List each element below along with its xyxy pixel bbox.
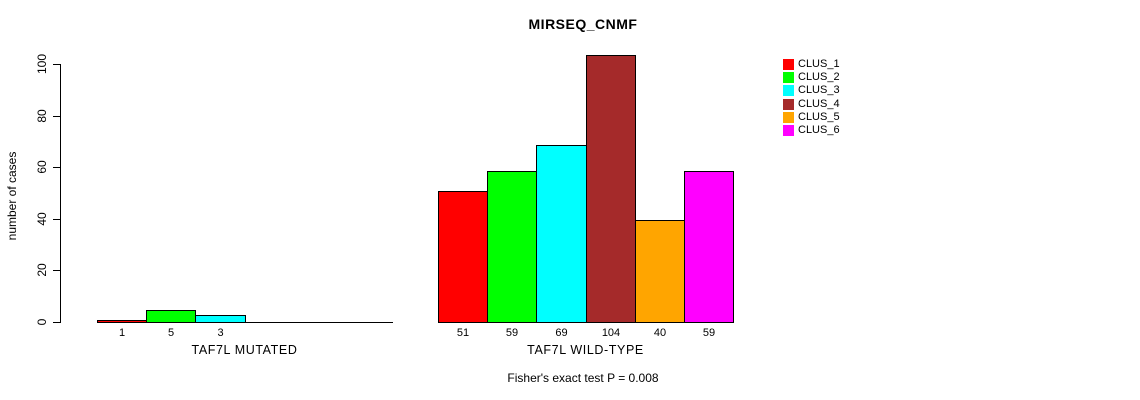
- bar-clus_1: [438, 191, 488, 323]
- legend-swatch-icon: [783, 111, 794, 123]
- y-tick: [53, 219, 60, 220]
- legend-label: CLUS_3: [798, 84, 840, 97]
- zero-bar-clus_5: [294, 322, 344, 323]
- bar-clus_3: [536, 145, 587, 323]
- legend-label: CLUS_1: [798, 58, 840, 71]
- legend-item-clus_2: CLUS_2: [783, 71, 840, 84]
- fisher-test-annotation: Fisher's exact test P = 0.008: [507, 371, 659, 385]
- bar-clus_2: [487, 171, 537, 323]
- legend-swatch-icon: [783, 85, 794, 97]
- legend: CLUS_1 CLUS_2 CLUS_3 CLUS_4 CLUS_5 CLUS_6: [783, 58, 840, 137]
- y-tick-label: 80: [35, 109, 49, 123]
- legend-item-clus_3: CLUS_3: [783, 84, 840, 97]
- legend-swatch-icon: [783, 59, 794, 71]
- legend-swatch-icon: [783, 72, 794, 84]
- group-label: TAF7L WILD-TYPE: [527, 343, 644, 357]
- bar-value-label: 51: [456, 327, 470, 339]
- y-tick-label: 0: [35, 318, 49, 326]
- y-tick: [53, 322, 60, 323]
- bar-clus_4: [586, 55, 636, 323]
- legend-item-clus_5: CLUS_5: [783, 111, 840, 124]
- y-tick: [53, 167, 60, 168]
- group-label: TAF7L MUTATED: [191, 343, 298, 357]
- bar-value-label: 104: [601, 327, 621, 339]
- bar-clus_5: [635, 220, 685, 323]
- bar-clus_3: [195, 315, 246, 323]
- legend-label: CLUS_5: [798, 110, 840, 123]
- zero-bar-clus_4: [245, 322, 295, 323]
- bar-value-label: 1: [118, 327, 126, 339]
- bar-value-label: 69: [555, 327, 568, 339]
- y-tick-label: 40: [35, 212, 49, 226]
- legend-swatch-icon: [783, 125, 794, 137]
- legend-item-clus_4: CLUS_4: [783, 98, 840, 111]
- y-tick-label: 20: [35, 263, 49, 277]
- legend-item-clus_1: CLUS_1: [783, 58, 840, 71]
- bar-value-label: 59: [505, 327, 519, 339]
- y-tick-label: 100: [35, 53, 49, 75]
- bar-value-label: 59: [702, 327, 716, 339]
- legend-swatch-icon: [783, 98, 794, 110]
- chart-title: MIRSEQ_CNMF: [528, 16, 638, 32]
- legend-label: CLUS_4: [798, 97, 840, 110]
- bar-clus_2: [146, 310, 196, 323]
- legend-label: CLUS_6: [798, 124, 840, 137]
- legend-item-clus_6: CLUS_6: [783, 124, 840, 137]
- y-axis-line: [60, 64, 61, 323]
- bar-clus_1: [97, 320, 147, 323]
- bar-value-label: 5: [167, 327, 175, 339]
- legend-label: CLUS_2: [798, 71, 840, 84]
- y-tick: [53, 270, 60, 271]
- y-tick-label: 60: [35, 160, 49, 174]
- bar-clus_6: [684, 171, 734, 323]
- bar-value-label: 3: [217, 327, 224, 339]
- zero-bar-clus_6: [343, 322, 393, 323]
- bar-value-label: 40: [653, 327, 667, 339]
- y-axis-title: number of cases: [5, 151, 19, 241]
- y-tick: [53, 116, 60, 117]
- y-tick: [53, 64, 60, 65]
